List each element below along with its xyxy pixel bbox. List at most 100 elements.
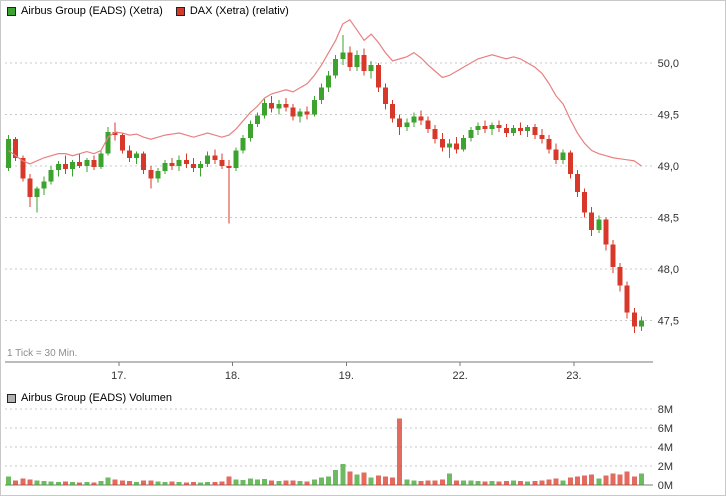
candle-body [532, 126, 538, 136]
volume-bar [354, 474, 360, 485]
volume-bar [589, 474, 595, 485]
candle-body [397, 118, 403, 127]
volume-bar [91, 482, 97, 485]
candle-body [198, 163, 204, 169]
candle-body [276, 104, 282, 109]
volume-bar [382, 476, 388, 485]
volume-series-label: Airbus Group (EADS) Volumen [21, 392, 173, 404]
volume-bar [411, 480, 417, 485]
candle-body [496, 124, 502, 128]
volume-bar [638, 473, 644, 485]
candle-body [589, 212, 595, 230]
volume-bar [375, 475, 381, 485]
candle-body [432, 128, 438, 140]
volume-bar [276, 481, 282, 485]
candle-body [574, 174, 580, 192]
candle-body [624, 285, 630, 313]
volume-bar [333, 469, 339, 485]
candle-body [155, 171, 161, 179]
airbus-series-label: Airbus Group (EADS) (Xetra) [21, 5, 163, 17]
volume-bar [510, 480, 516, 485]
volume-axis-label: 6M [658, 423, 673, 435]
candle-body [439, 139, 445, 148]
candle-body [326, 75, 332, 88]
candle-body [311, 100, 317, 115]
volume-bar [631, 476, 637, 485]
volume-bar [397, 418, 403, 485]
tick-interval-note: 1 Tick = 30 Min. [7, 348, 78, 359]
volume-bar [574, 476, 580, 485]
candle-body [169, 162, 175, 166]
price-axis-label: 47,5 [658, 316, 679, 328]
candle-body [283, 104, 289, 108]
volume-bar [269, 480, 275, 485]
volume-bar [34, 480, 40, 485]
volume-bar [368, 477, 374, 485]
volume-bar [240, 479, 246, 485]
candle-body [553, 149, 559, 160]
volume-bar [290, 480, 296, 485]
candle-body [638, 320, 644, 327]
volume-bar [361, 472, 367, 485]
candle-body [404, 122, 410, 127]
volume-bar [439, 479, 445, 485]
candle-body [27, 178, 33, 197]
candle-body [468, 129, 474, 139]
candle-body [461, 138, 467, 150]
candle-body [112, 132, 118, 136]
volume-bar [560, 480, 566, 485]
legend-item-volume: Airbus Group (EADS) Volumen [7, 392, 172, 404]
volume-bar [6, 476, 12, 485]
volume-bar [603, 475, 609, 485]
candle-body [55, 163, 61, 171]
volume-bar [20, 478, 26, 485]
candle-body [318, 87, 324, 101]
volume-bar [518, 481, 524, 485]
volume-bar [70, 482, 76, 485]
volume-bar [503, 481, 509, 485]
candle-body [503, 127, 509, 134]
candle-body [212, 155, 218, 160]
volume-bar [425, 480, 431, 485]
price-axis-label: 48,0 [658, 264, 679, 276]
volume-bar [539, 480, 545, 485]
volume-bar [254, 479, 260, 485]
candle-body [347, 52, 353, 68]
volume-axis-label: 4M [658, 442, 673, 454]
volume-bar [183, 482, 189, 485]
candle-body [617, 266, 623, 286]
volume-bar [190, 482, 196, 485]
volume-bar [617, 474, 623, 485]
candle-body [418, 116, 424, 121]
volume-bar [624, 471, 630, 485]
candle-body [525, 126, 531, 131]
candle-body [84, 159, 90, 166]
candle-body [126, 150, 132, 158]
volume-bar [468, 480, 474, 485]
volume-axis-label: 0M [658, 480, 673, 492]
candle-body [269, 103, 275, 109]
volume-bar [55, 482, 61, 485]
volume-bar [262, 478, 268, 485]
volume-axis-label: 8M [658, 404, 673, 416]
candle-body [425, 120, 431, 129]
volume-bar [318, 477, 324, 485]
volume-bar [283, 480, 289, 485]
volume-series-swatch [7, 393, 16, 403]
volume-bar [219, 481, 225, 485]
candle-body [226, 166, 232, 169]
volume-bar [311, 479, 317, 485]
dax-series-swatch [175, 6, 185, 16]
volume-bar [461, 480, 467, 485]
volume-bar [432, 480, 438, 485]
candle-body [183, 159, 189, 164]
volume-bar [233, 479, 239, 485]
candle-body [375, 65, 381, 88]
candle-body [190, 163, 196, 169]
volume-bar [475, 481, 481, 485]
volume-bar [546, 479, 552, 485]
day-label: 22. [452, 370, 467, 382]
volume-bar [326, 476, 332, 485]
candle-body [219, 159, 225, 166]
